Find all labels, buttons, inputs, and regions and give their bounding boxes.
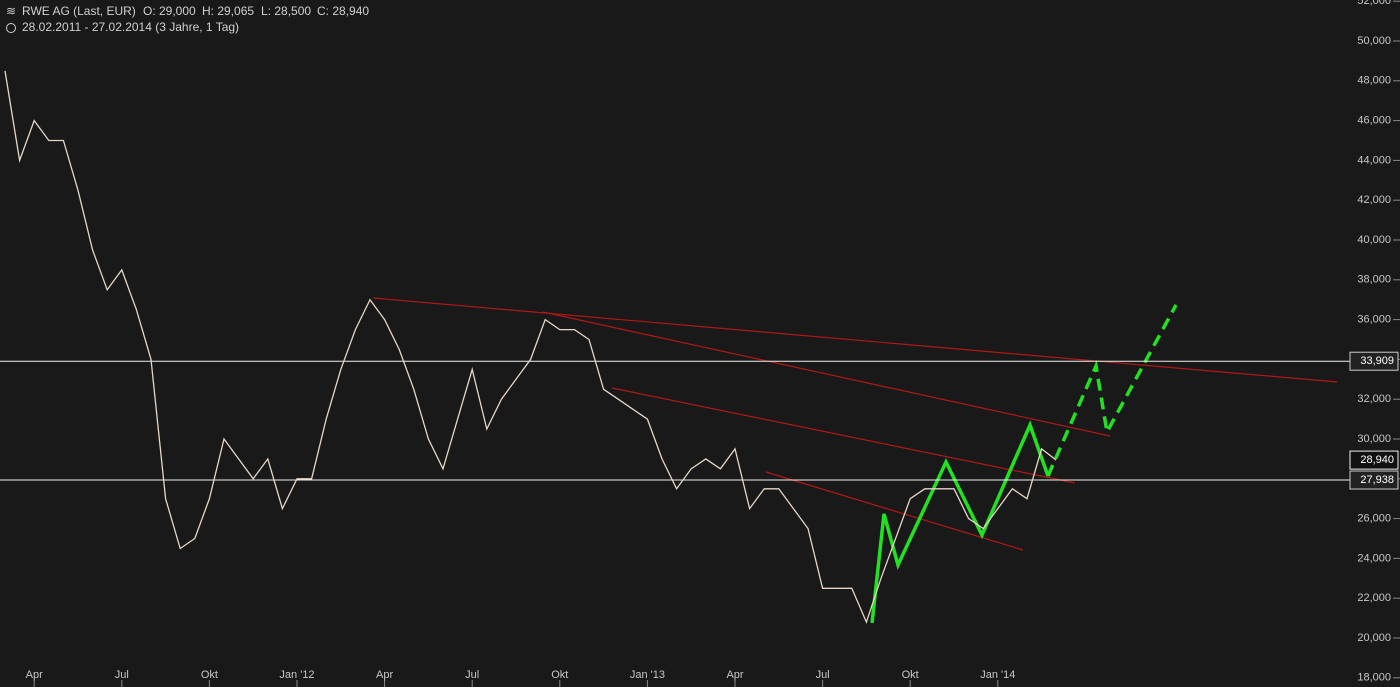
y-tick-label: 52,000 — [1357, 0, 1391, 7]
quote-high: H: 29,065 — [202, 4, 254, 18]
trendline — [611, 387, 1076, 484]
quote-low: L: 28,500 — [261, 4, 311, 18]
y-tick-label: 40,000 — [1357, 234, 1391, 246]
clock-icon — [6, 23, 16, 33]
price-label-box — [1349, 351, 1399, 371]
y-tick-label: 44,000 — [1357, 154, 1391, 166]
chart-title: RWE AG (Last, EUR) — [22, 4, 136, 18]
y-tick-label: 38,000 — [1357, 274, 1391, 286]
quote-close: C: 28,940 — [317, 4, 369, 18]
last-price-box — [1349, 450, 1399, 470]
chart-subtitle: 28.02.2011 - 27.02.2014 (3 Jahre, 1 Tag) — [22, 20, 239, 34]
price-label: 27,938 — [1360, 474, 1394, 486]
y-tick-label: 26,000 — [1357, 513, 1391, 525]
y-tick-label: 24,000 — [1357, 552, 1391, 564]
x-tick-label: Okt — [551, 669, 568, 681]
y-tick-label: 32,000 — [1357, 393, 1391, 405]
y-tick-label: 48,000 — [1357, 75, 1391, 87]
y-tick-label: 36,000 — [1357, 314, 1391, 326]
trendline — [372, 297, 1338, 383]
quote-open: O: 29,000 — [143, 4, 196, 18]
trendlines — [372, 297, 1338, 551]
x-tick-label: Apr — [26, 669, 43, 681]
header-icon: ≋ — [6, 4, 16, 18]
y-tick-label: 20,000 — [1357, 632, 1391, 644]
x-tick-label: Jan '13 — [630, 669, 665, 681]
trendline — [765, 471, 1024, 551]
y-tick-label: 46,000 — [1357, 115, 1391, 127]
y-tick-label: 30,000 — [1357, 433, 1391, 445]
y-tick-label: 22,000 — [1357, 592, 1391, 604]
x-tick-label: Jul — [115, 669, 129, 681]
price-line — [4, 70, 1057, 624]
wave-pattern — [870, 420, 1050, 624]
x-tick-label: Jan '14 — [980, 669, 1015, 681]
x-tick-label: Jan '12 — [279, 669, 314, 681]
y-tick-label: 18,000 — [1357, 672, 1391, 684]
last-price-label: 28,940 — [1360, 454, 1394, 466]
y-tick-label: 42,000 — [1357, 194, 1391, 206]
price-label: 33,909 — [1360, 355, 1394, 367]
y-tick-label: 50,000 — [1357, 35, 1391, 47]
x-tick-label: Apr — [726, 669, 743, 681]
x-tick-label: Jul — [816, 669, 830, 681]
trendline — [542, 311, 1111, 437]
x-tick-label: Apr — [376, 669, 393, 681]
x-tick-label: Okt — [902, 669, 919, 681]
x-tick-label: Jul — [465, 669, 479, 681]
price-label-box — [1349, 470, 1399, 490]
x-tick-label: Okt — [201, 669, 218, 681]
wave-projection — [1046, 304, 1178, 477]
